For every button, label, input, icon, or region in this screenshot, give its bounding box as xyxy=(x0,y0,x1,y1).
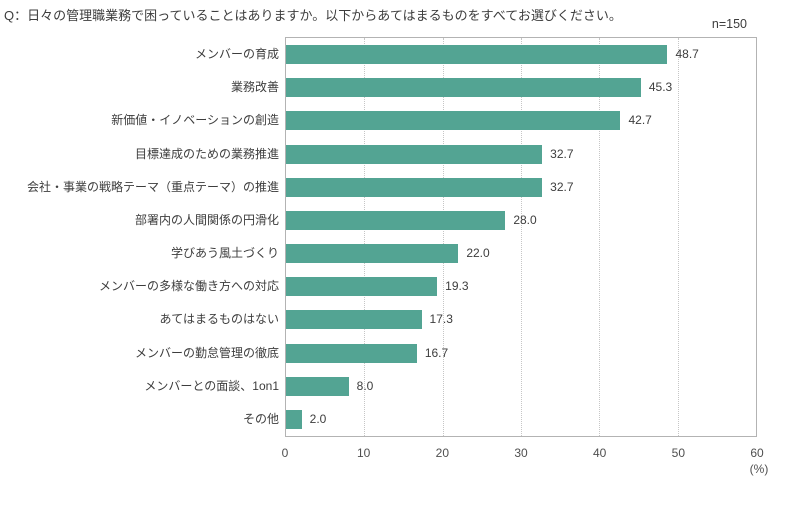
category-label: 新価値・イノベーションの創造 xyxy=(111,113,279,128)
bar-value-label: 28.0 xyxy=(513,212,537,227)
bar-row: 8.0 xyxy=(286,370,756,403)
plot-area: 48.7 45.3 42.7 32.7 32.7 28.0 22.0 19.3 17.3 16.7… xyxy=(285,37,757,437)
bar-segment xyxy=(286,343,417,363)
bar-segment xyxy=(286,244,459,264)
x-tick-label-20: 20 xyxy=(435,446,450,460)
bar-value-label: 42.7 xyxy=(628,113,652,128)
bar-row: 45.3 xyxy=(286,71,756,104)
x-tick-label-50: 50 xyxy=(671,446,686,460)
gridline-20 xyxy=(442,38,444,436)
category-label: あてはまるものはない xyxy=(159,312,279,327)
bar-segment xyxy=(286,310,422,330)
category-label: 学びあう風土づくり xyxy=(170,246,279,260)
x-tick-label-40: 40 xyxy=(592,446,607,460)
bar-segment xyxy=(286,78,641,98)
bar-segment xyxy=(286,111,621,131)
bar-value-label: 2.0 xyxy=(309,411,327,426)
bar-row: 16.7 xyxy=(286,337,756,370)
category-label: 部署内の人間関係の円滑化 xyxy=(134,212,279,227)
category-label: メンバーの勤怠管理の徹底 xyxy=(134,345,279,360)
bar-segment xyxy=(286,409,302,429)
bar-row: 28.0 xyxy=(286,204,756,237)
gridline-50 xyxy=(677,38,679,436)
category-label: メンバーとの面談、1on1 xyxy=(144,378,279,393)
bar-value-label: 19.3 xyxy=(445,279,469,294)
bar-segment xyxy=(286,210,506,230)
bar-value-label: 32.7 xyxy=(550,179,574,194)
bar-row: 48.7 xyxy=(286,38,756,71)
x-tick-label-10: 10 xyxy=(356,446,371,460)
gridline-10 xyxy=(364,38,366,436)
category-label: 目標達成のための業務推進 xyxy=(134,146,279,161)
bar-value-label: 17.3 xyxy=(429,312,453,327)
bar-row: 17.3 xyxy=(286,303,756,336)
category-axis-labels: メンバーの育成業務改善新価値・イノベーションの創造目標達成のための業務推進会社・… xyxy=(0,37,279,437)
bar-row: 19.3 xyxy=(286,270,756,303)
bar-value-label: 45.3 xyxy=(648,80,673,95)
bar-segment xyxy=(286,376,349,396)
bar-row: 42.7 xyxy=(286,104,756,137)
x-tick-label-60: 60 xyxy=(750,446,764,460)
category-label: メンバーの多様な働き方への対応 xyxy=(98,279,279,294)
gridline-30 xyxy=(521,38,522,436)
bar-segment xyxy=(286,177,543,197)
gridline-40 xyxy=(599,38,601,436)
bar-value-label: 16.7 xyxy=(424,345,449,360)
sample-size-label: n=150 xyxy=(711,17,747,31)
x-tick-label-0: 0 xyxy=(281,446,289,460)
bar-row: 2.0 xyxy=(286,403,756,436)
x-axis: 0 10 20 30 40 50 60 xyxy=(281,446,764,462)
bar-row: 32.7 xyxy=(286,138,756,171)
bar-row: 22.0 xyxy=(286,237,756,270)
question-title: Q：日々の管理職業務で困っていることはありますか。以下からあてはまるものをすべて… xyxy=(4,8,622,23)
category-label: 業務改善 xyxy=(230,80,279,95)
bar-segment xyxy=(286,277,438,297)
bar-value-label: 8.0 xyxy=(356,378,374,393)
category-label: メンバーの育成 xyxy=(194,47,279,61)
category-label: 会社・事業の戦略テーマ（重点テーマ）の推進 xyxy=(26,179,279,194)
bar-row: 32.7 xyxy=(286,171,756,204)
bar-value-label: 48.7 xyxy=(675,47,699,62)
category-label: その他 xyxy=(242,411,279,426)
bar-segment xyxy=(286,45,668,65)
bar-value-label: 22.0 xyxy=(466,246,490,261)
bar-segment xyxy=(286,144,543,164)
x-axis-unit-label: (%) xyxy=(749,462,769,476)
bar-value-label: 32.7 xyxy=(550,146,574,161)
x-tick-label-30: 30 xyxy=(514,446,528,460)
